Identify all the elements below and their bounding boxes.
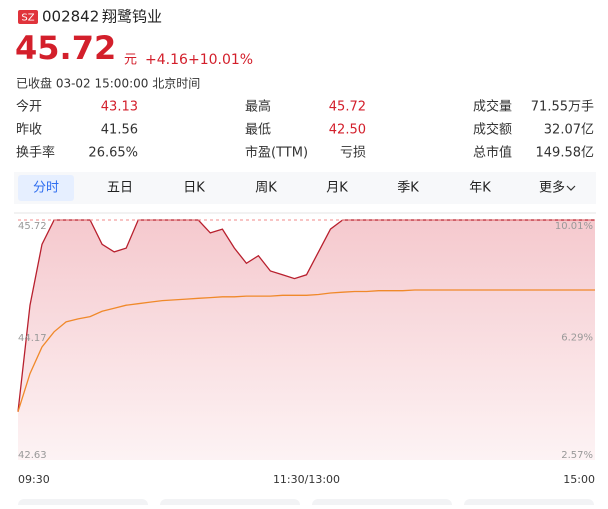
- tab[interactable]: 年K: [469, 181, 491, 196]
- y-tick-label: 42.63: [18, 450, 47, 461]
- stat-label: 成交量: [473, 99, 512, 115]
- stat-label: 换手率: [16, 145, 55, 161]
- stat-label: 最低: [245, 123, 271, 138]
- stat-label: 昨收: [16, 123, 42, 138]
- stat-value: 45.72: [329, 100, 366, 115]
- tab[interactable]: 周K: [255, 181, 277, 196]
- change-pct: +10.01%: [188, 52, 253, 68]
- avg-line: [17, 289, 595, 412]
- stat-value: 43.13: [101, 100, 138, 115]
- exchange-badge: [18, 10, 38, 24]
- stat-value: 32.07亿: [544, 123, 594, 138]
- tab-bar: [14, 172, 596, 204]
- stat-value: 26.65%: [88, 146, 138, 161]
- stat-label: 市盈(TTM): [245, 145, 308, 161]
- price: 45.72: [15, 29, 116, 67]
- tabs: 分时 五日 日K 周K 月K 季K 年K 更多: [33, 180, 565, 196]
- card: [160, 499, 300, 509]
- x-tick-label: 09:30: [18, 473, 50, 486]
- x-tick-label: 11:30/13:00: [273, 473, 340, 486]
- y2-tick-label: 10.01%: [555, 221, 593, 232]
- card: [464, 499, 594, 509]
- tab[interactable]: 月K: [326, 181, 348, 196]
- x-tick-label: 15:00: [563, 473, 595, 486]
- stock-code: 002842: [42, 8, 99, 26]
- stat-label: 总市值: [473, 145, 512, 161]
- tab[interactable]: 季K: [397, 181, 419, 196]
- stat-value: 41.56: [101, 123, 138, 138]
- card: [312, 499, 452, 509]
- tab-selected: [18, 175, 74, 201]
- more-chevron: [566, 185, 576, 191]
- change: +4.16: [145, 52, 188, 68]
- stat-value: 42.50: [329, 123, 366, 138]
- status: 已收盘 03-02 15:00:00 北京时间: [16, 76, 200, 91]
- y-tick-label: 45.72: [18, 221, 47, 232]
- stat-value: 71.55万手: [531, 100, 594, 115]
- tab[interactable]: 更多: [539, 180, 565, 196]
- y-tick-label: 44.17: [18, 333, 47, 344]
- stat-label: 今开: [16, 99, 42, 115]
- y2-tick-label: 2.57%: [561, 450, 593, 461]
- tab[interactable]: 日K: [183, 181, 205, 196]
- tab[interactable]: 五日: [107, 181, 133, 196]
- stat-value: 149.58亿: [536, 146, 595, 161]
- stat-value: 亏损: [340, 146, 366, 161]
- y2-tick-label: 6.29%: [561, 333, 593, 344]
- chart: 42.63 44.17 45.72 2.57% 6.29% 10.01% 09:30 11:3…: [17, 219, 595, 486]
- price-unit: 元: [124, 53, 137, 68]
- card: [18, 499, 148, 509]
- tab[interactable]: 分时: [33, 181, 59, 196]
- stat-label: 最高: [245, 99, 271, 115]
- exchange: SZ: [21, 13, 34, 24]
- stock-name: 翔鹭钨业: [102, 8, 162, 26]
- price-area: [18, 220, 595, 460]
- stat-label: 成交额: [473, 122, 512, 138]
